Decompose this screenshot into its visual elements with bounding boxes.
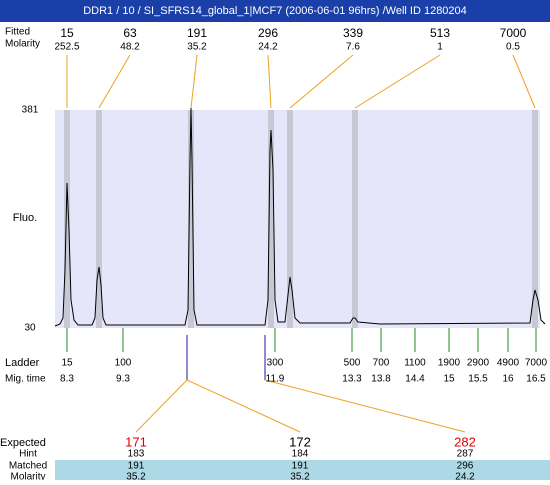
peak-band <box>96 110 102 328</box>
title: DDR1 / 10 / SI_SFRS14_global_1|MCF7 (200… <box>83 5 467 17</box>
peak-connector <box>267 54 272 109</box>
peak-connector <box>512 54 536 109</box>
matched-value: 191 <box>128 461 145 472</box>
expected-value: 171 <box>125 434 147 449</box>
row-label: Fitted <box>5 27 30 38</box>
mig-time: 9.3 <box>116 374 130 385</box>
signal-trace <box>54 107 546 327</box>
peak-size: 513 <box>430 26 450 40</box>
ladder-size: 500 <box>344 358 361 369</box>
peak-connector <box>289 54 354 109</box>
connector <box>264 379 466 433</box>
ladder-size: 1900 <box>438 358 461 369</box>
peak-molarity: 1 <box>437 42 443 53</box>
peak-molarity: 24.2 <box>258 42 278 53</box>
peak-connector <box>354 54 441 109</box>
row-label: Ladder <box>5 357 40 369</box>
mig-time: 16 <box>502 374 514 385</box>
matched-highlight <box>55 460 550 480</box>
peak-size: 191 <box>187 26 207 40</box>
ladder-size: 2900 <box>467 358 490 369</box>
y-max-label: 381 <box>22 105 39 116</box>
expected-value: 172 <box>289 434 311 449</box>
expected-value: 282 <box>454 434 476 449</box>
mig-time: 13.3 <box>342 374 362 385</box>
peak-molarity: 252.5 <box>54 42 79 53</box>
mig-time: 11.9 <box>266 374 285 385</box>
ladder-size: 1100 <box>404 358 426 369</box>
ladder-size: 100 <box>115 358 132 369</box>
molarity-value: 35.2 <box>126 472 146 480</box>
peak-connector <box>190 54 198 109</box>
peak-band <box>64 110 70 328</box>
peak-band <box>532 110 538 328</box>
matched-value: 296 <box>457 461 474 472</box>
hint-value: 183 <box>128 449 145 460</box>
mig-time: 13.8 <box>371 374 391 385</box>
title-bar <box>0 0 550 22</box>
peak-band <box>268 110 274 328</box>
ladder-size: 7000 <box>525 358 548 369</box>
ladder-size: 4900 <box>497 358 520 369</box>
hint-value: 184 <box>292 449 309 460</box>
mig-time: 14.4 <box>405 374 425 385</box>
plot-area <box>55 110 540 328</box>
row-label: Molarity <box>10 472 45 480</box>
y-min-label: 30 <box>24 323 36 334</box>
mig-time: 15 <box>443 374 455 385</box>
ladder-size: 300 <box>267 358 284 369</box>
peak-connector <box>98 54 131 109</box>
ladder-size: 15 <box>61 358 73 369</box>
ladder-size: 700 <box>373 358 390 369</box>
hint-value: 287 <box>457 449 474 460</box>
peak-molarity: 0.5 <box>506 42 520 53</box>
peak-molarity: 48.2 <box>120 42 140 53</box>
peak-band <box>352 110 358 328</box>
mig-time: 8.3 <box>60 374 74 385</box>
y-axis-label: Fluo. <box>13 212 37 224</box>
connector <box>135 379 188 433</box>
peak-size: 7000 <box>500 26 527 40</box>
peak-molarity: 35.2 <box>187 42 207 53</box>
mig-time: 15.5 <box>468 374 488 385</box>
row-label: Expected <box>0 437 46 449</box>
peak-size: 339 <box>343 26 363 40</box>
matched-value: 191 <box>292 461 309 472</box>
peak-size: 63 <box>123 26 137 40</box>
peak-band <box>188 110 194 328</box>
row-label: Molarity <box>5 39 40 50</box>
mig-time: 16.5 <box>526 374 546 385</box>
row-label: Hint <box>19 449 37 460</box>
peak-molarity: 7.6 <box>346 42 360 53</box>
peak-band <box>287 110 293 328</box>
row-label: Mig. time <box>5 374 46 385</box>
peak-size: 15 <box>60 26 74 40</box>
molarity-value: 35.2 <box>290 472 310 480</box>
row-label: Matched <box>9 461 47 472</box>
peak-size: 296 <box>258 26 278 40</box>
connector <box>186 379 301 433</box>
molarity-value: 24.2 <box>455 472 475 480</box>
